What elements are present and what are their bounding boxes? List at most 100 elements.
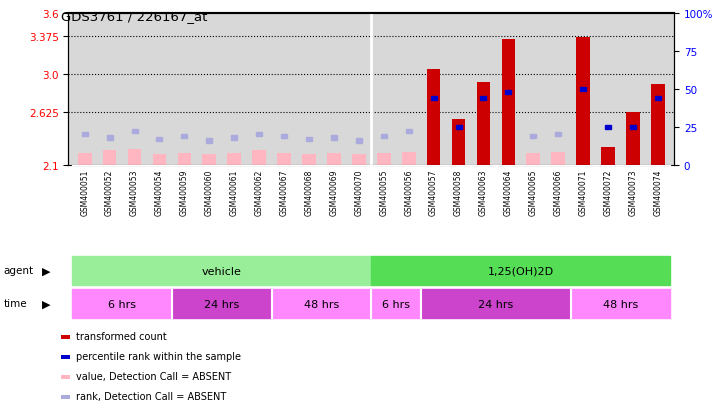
Bar: [272, 165, 296, 252]
Bar: [346, 165, 371, 252]
Text: GSM400068: GSM400068: [304, 170, 314, 216]
Text: GSM400064: GSM400064: [504, 170, 513, 216]
Bar: [177, 153, 191, 165]
Text: 24 hrs: 24 hrs: [204, 299, 239, 309]
Bar: [172, 290, 272, 318]
Text: agent: agent: [4, 266, 34, 275]
Bar: [381, 135, 386, 139]
Bar: [580, 88, 586, 92]
Bar: [421, 165, 446, 252]
Bar: [601, 148, 615, 165]
Bar: [480, 97, 487, 101]
Text: 6 hrs: 6 hrs: [108, 299, 136, 309]
Bar: [546, 165, 571, 252]
Bar: [605, 126, 611, 130]
Text: GSM400069: GSM400069: [329, 170, 338, 216]
Bar: [103, 151, 117, 165]
Bar: [322, 165, 346, 252]
Text: GSM400073: GSM400073: [629, 170, 637, 216]
Text: GSM400061: GSM400061: [230, 170, 239, 216]
Text: GSM400057: GSM400057: [429, 170, 438, 216]
Text: GSM400056: GSM400056: [404, 170, 413, 216]
Text: 1,25(OH)2D: 1,25(OH)2D: [488, 266, 554, 276]
Bar: [531, 135, 536, 139]
Bar: [128, 150, 141, 165]
Bar: [526, 153, 540, 165]
Bar: [505, 91, 511, 95]
Bar: [97, 165, 122, 252]
Bar: [272, 290, 371, 318]
Bar: [596, 165, 621, 252]
Text: GSM400052: GSM400052: [105, 170, 114, 216]
Bar: [371, 165, 397, 252]
Bar: [78, 153, 92, 165]
Text: 24 hrs: 24 hrs: [478, 299, 513, 309]
Bar: [296, 165, 322, 252]
Bar: [451, 120, 465, 165]
Bar: [645, 165, 671, 252]
Bar: [621, 165, 645, 252]
Bar: [203, 154, 216, 165]
Text: ▶: ▶: [42, 266, 50, 275]
Text: GSM400062: GSM400062: [255, 170, 264, 216]
Bar: [371, 290, 421, 318]
Text: 6 hrs: 6 hrs: [382, 299, 410, 309]
Text: rank, Detection Call = ABSENT: rank, Detection Call = ABSENT: [76, 391, 226, 401]
Text: 48 hrs: 48 hrs: [304, 299, 339, 309]
Bar: [206, 139, 212, 143]
Bar: [107, 136, 112, 140]
Text: percentile rank within the sample: percentile rank within the sample: [76, 351, 241, 361]
Bar: [421, 290, 571, 318]
Text: transformed count: transformed count: [76, 332, 167, 342]
Text: GDS3761 / 226167_at: GDS3761 / 226167_at: [61, 10, 208, 23]
Bar: [430, 97, 437, 101]
Bar: [72, 165, 97, 252]
Bar: [231, 136, 237, 140]
Bar: [406, 130, 412, 134]
Text: GSM400054: GSM400054: [155, 170, 164, 216]
Bar: [496, 165, 521, 252]
Bar: [446, 165, 471, 252]
Bar: [153, 154, 167, 165]
Bar: [471, 165, 496, 252]
Bar: [72, 256, 371, 285]
Bar: [352, 154, 366, 165]
Text: value, Detection Call = ABSENT: value, Detection Call = ABSENT: [76, 371, 231, 381]
Text: GSM400055: GSM400055: [379, 170, 389, 216]
Bar: [655, 97, 661, 101]
Bar: [247, 165, 272, 252]
Bar: [81, 133, 88, 137]
Bar: [571, 290, 671, 318]
Bar: [222, 165, 247, 252]
Text: vehicle: vehicle: [202, 266, 242, 276]
Text: GSM400071: GSM400071: [579, 170, 588, 216]
Bar: [197, 165, 222, 252]
Bar: [651, 85, 665, 165]
Bar: [327, 153, 341, 165]
Bar: [131, 130, 138, 134]
Bar: [377, 153, 391, 165]
Bar: [356, 139, 362, 143]
Bar: [227, 153, 241, 165]
Bar: [278, 153, 291, 165]
Bar: [427, 70, 441, 165]
Text: GSM400065: GSM400065: [528, 170, 538, 216]
Text: GSM400060: GSM400060: [205, 170, 214, 216]
Bar: [172, 165, 197, 252]
Bar: [331, 136, 337, 140]
Bar: [256, 133, 262, 137]
Bar: [571, 165, 596, 252]
Text: GSM400058: GSM400058: [454, 170, 463, 216]
Text: GSM400066: GSM400066: [554, 170, 563, 216]
Text: time: time: [4, 299, 27, 309]
Text: GSM400059: GSM400059: [180, 170, 189, 216]
Bar: [397, 165, 421, 252]
Text: GSM400067: GSM400067: [280, 170, 288, 216]
Bar: [156, 138, 162, 142]
Text: GSM400053: GSM400053: [130, 170, 139, 216]
Text: GSM400051: GSM400051: [80, 170, 89, 216]
Bar: [552, 152, 565, 165]
Bar: [402, 152, 415, 165]
Bar: [502, 40, 516, 165]
Bar: [456, 126, 461, 130]
